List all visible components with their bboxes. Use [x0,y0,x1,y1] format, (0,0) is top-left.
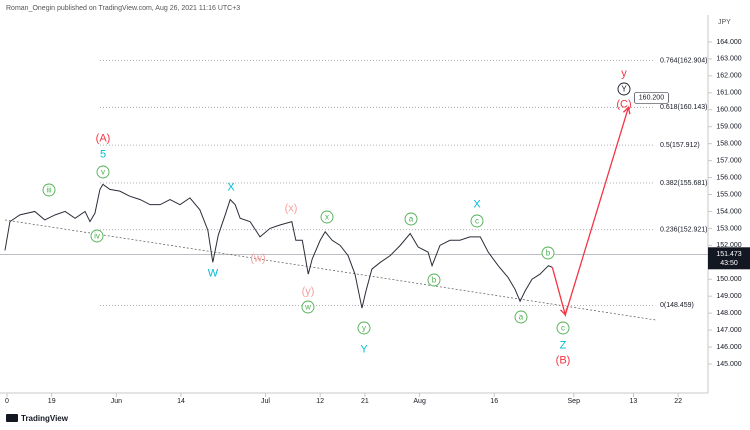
wave-label: (C) [616,98,631,110]
y-tick-label: 145.000 [716,361,741,368]
wave-circle [470,214,484,228]
arrow-head [559,307,568,317]
x-tick-label: 16 [490,398,498,405]
wave-label: 5 [100,148,106,160]
y-tick-label: 164.000 [716,39,741,46]
x-tick-label: Jul [261,398,270,405]
x-tick-label: Jun [111,398,122,405]
x-tick-label: 19 [48,398,56,405]
wave-label: y [621,67,627,79]
y-tick-label: 149.000 [716,293,741,300]
header: Roman_Onegin published on TradingView.co… [6,5,240,12]
x-tick-label: 14 [177,398,185,405]
wave-label: W [208,267,219,279]
y-tick-label: 158.000 [716,140,741,147]
wave-label: (w) [250,252,265,264]
y-tick-label: 150.000 [716,276,741,283]
wave-label: (y) [302,285,315,297]
wave-circle [514,310,528,324]
wave-circle [301,300,315,314]
x-tick-label: Aug [413,398,426,405]
wave-label: Y [621,85,627,94]
y-tick-label: 146.000 [716,344,741,351]
projection-label: 160.200 [639,95,664,102]
wave-label: v [101,168,105,177]
x-tick-label: 13 [630,398,638,405]
price-line [4,183,553,309]
fib-label: 0.5(157.912) [660,142,700,149]
y-tick-label: 159.000 [716,124,741,131]
wave-label: w [304,303,311,312]
wave-circle [96,165,110,179]
brand-logo [6,414,18,422]
y-tick-label: 147.000 [716,327,741,334]
wave-circle [42,183,56,197]
x-tick-label: 12 [316,398,324,405]
wave-label: (A) [96,132,111,144]
y-tick-label: 162.000 [716,73,741,80]
wave-label: c [561,324,565,333]
currency: JPY [718,19,731,26]
y-tick-label: 155.000 [716,191,741,198]
y-tick-label: 160.000 [716,107,741,114]
x-tick-label: 22 [674,398,682,405]
y-tick-label: 154.000 [716,208,741,215]
brand: TradingView [21,414,69,423]
wave-label: X [227,181,235,193]
wave-circle [556,321,570,335]
y-tick-label: 163.000 [716,56,741,63]
wave-label: X [473,198,481,210]
x-tick-label: 21 [361,398,369,405]
wave-label: y [362,324,366,333]
wave-label: Y [360,343,368,355]
wave-circle [404,212,418,226]
wave-label: Z [560,339,567,351]
fib-label: 0.382(155.681) [660,180,707,187]
wave-circle [427,273,441,287]
wave-circle [90,229,104,243]
wave-label: a [409,215,414,224]
y-tick-label: 157.000 [716,157,741,164]
wave-label: b [432,276,437,285]
wave-circle [541,246,555,260]
price-tag-countdown: 43:50 [720,260,738,267]
wave-circle [357,321,371,335]
fib-label: 0(148.459) [660,302,694,309]
wave-label: b [546,249,551,258]
x-tick-label: 0 [5,398,9,405]
price-tag [708,247,750,270]
fib-label: 0.236(152.921) [660,227,707,234]
wave-label: (x) [285,202,298,214]
price-tag-value: 151.473 [716,251,741,258]
y-tick-label: 153.000 [716,225,741,232]
arrow-head [622,106,631,115]
wave-circle [320,210,334,224]
wave-label: x [325,213,329,222]
wave-label: iv [94,232,100,241]
wave-label: iii [46,186,52,195]
wave-label: a [519,313,524,322]
wave-label: c [475,217,479,226]
y-tick-label: 161.000 [716,90,741,97]
wave-label: (B) [556,354,571,366]
wave-circle [617,82,631,96]
y-tick-label: 156.000 [716,174,741,181]
trendline [4,219,656,321]
x-tick-label: Sep [568,398,581,405]
y-tick-label: 148.000 [716,310,741,317]
fib-label: 0.764(162.904) [660,57,707,64]
fib-label: 0.618(160.143) [660,104,707,111]
projection-label-box [634,92,669,104]
y-tick-label: 152.000 [716,242,741,249]
